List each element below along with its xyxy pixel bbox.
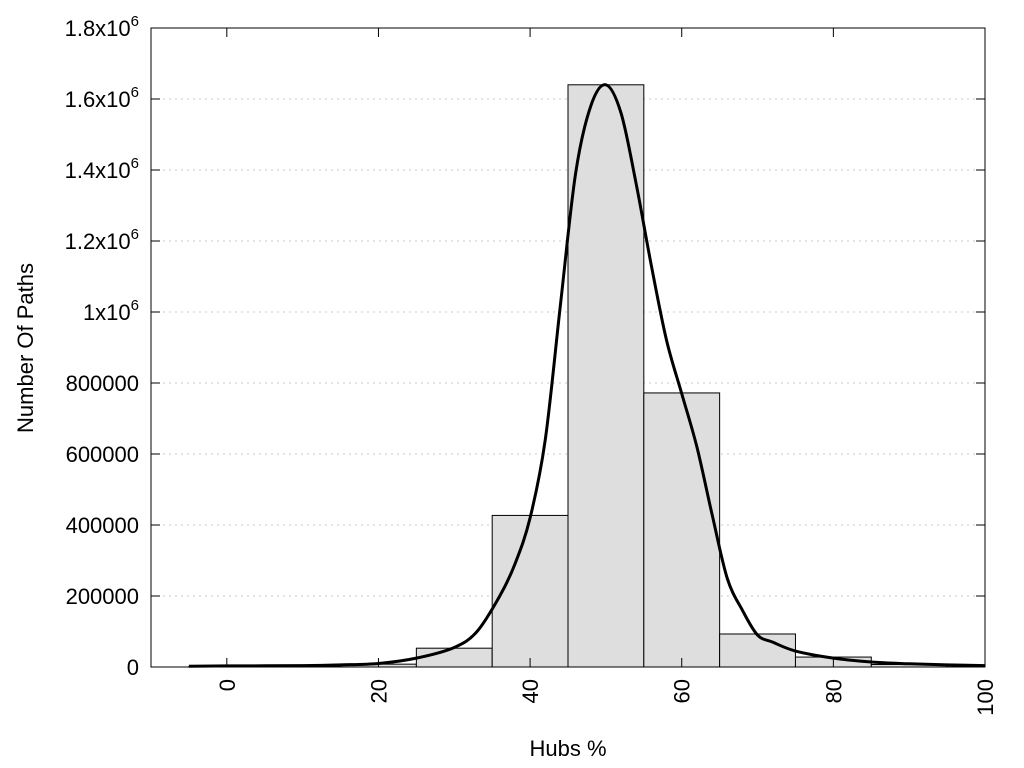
y-tick-label: 1.6x106 [65,84,139,112]
x-axis-ticks: 0 20 40 60 80 100 [215,28,998,716]
histogram-bar [415,647,493,668]
x-tick-label: 0 [215,679,240,691]
y-tick-label: 600000 [66,442,139,467]
bar-layer [188,84,948,668]
x-tick-label: 100 [973,679,998,716]
y-tick-label: 800000 [66,371,139,396]
x-tick-label: 60 [670,679,695,703]
y-tick-label: 1x106 [83,297,139,325]
histogram-bar [643,392,721,668]
grid-layer [151,98,985,597]
x-axis-title: Hubs % [529,736,606,761]
histogram-bar [719,633,796,668]
x-tick-label: 80 [821,679,846,703]
curve-layer [188,83,986,668]
x-tick-label: 20 [366,679,391,703]
y-tick-label: 400000 [66,513,139,538]
histogram-bar [567,84,645,668]
y-tick-label: 1.2x106 [65,226,139,254]
y-axis-title: Number Of Paths [13,263,38,433]
y-axis-ticks: 0 200000 400000 600000 800000 1x106 1.2x106 1.4… [65,13,985,680]
plot-frame [150,27,986,668]
y-tick-label: 200000 [66,584,139,609]
y-tick-label: 1.4x106 [65,155,139,183]
x-tick-label: 40 [518,679,543,703]
y-tick-label: 0 [127,655,139,680]
fit-curve [188,83,986,668]
y-tick-label: 1.8x106 [65,13,139,41]
